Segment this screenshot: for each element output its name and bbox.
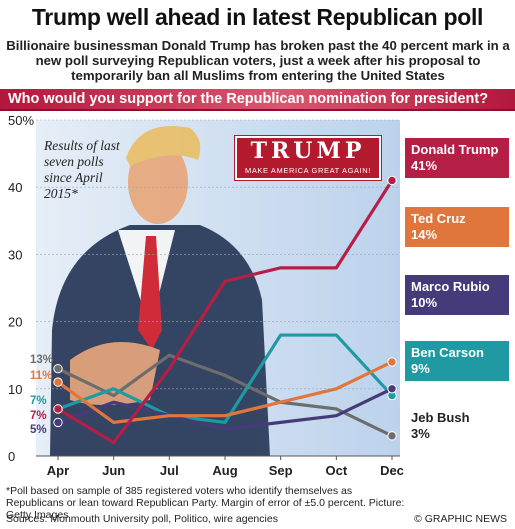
legend-name: Donald Trump [411, 142, 499, 157]
page-title: Trump well ahead in latest Republican po… [31, 4, 484, 30]
y-tick-label: 40 [8, 180, 22, 195]
series-line-jeb-bush [57, 353, 393, 438]
legend-value: 10% [411, 295, 438, 310]
legend-rubio: Marco Rubio 10% [405, 275, 509, 315]
legend-name: Ben Carson [411, 345, 484, 360]
series-line-marco-rubio [57, 387, 393, 431]
poll-question: Who would you support for the Republican… [8, 91, 489, 107]
series-line-donald-trump [57, 179, 394, 445]
data-point [53, 417, 63, 428]
x-tick-label: Sep [269, 463, 293, 478]
x-tick-label: Oct [325, 463, 347, 478]
logo-slogan: MAKE AMERICA GREAT AGAIN! [244, 166, 371, 175]
y-tick-label: 50% [8, 113, 34, 128]
legend-name: Ted Cruz [411, 211, 466, 226]
x-tick-label: Dec [380, 463, 404, 478]
x-tick-label: Apr [47, 463, 69, 478]
series-line-ben-carson [57, 333, 394, 424]
footnote: *Poll based on sample of 385 registered … [6, 485, 405, 521]
data-point [387, 384, 397, 394]
candidate-photo [50, 126, 270, 456]
x-axis-ticks: Apr Jun Jul Aug Sep Oct Dec [47, 456, 404, 478]
start-value-label: 7% [30, 395, 47, 407]
series-lines [57, 179, 394, 445]
start-value-label: 11% [30, 370, 52, 382]
data-point [53, 377, 63, 387]
data-point [53, 363, 63, 374]
legend-value: 9% [411, 361, 430, 376]
trump-logo: TRUMP MAKE AMERICA GREAT AGAIN! [235, 136, 381, 180]
data-point [387, 175, 397, 186]
legend-value: 3% [411, 426, 430, 441]
legend-value: 41% [411, 158, 438, 173]
credit: © GRAPHIC NEWS [414, 513, 507, 525]
page-subtitle: Billionaire businessman Donald Trump has… [6, 38, 510, 83]
x-tick-label: Jul [160, 463, 179, 478]
legend-cruz: Ted Cruz 14% [405, 207, 509, 247]
legend-trump: Donald Trump 41% [405, 138, 509, 178]
legend-name: Jeb Bush [411, 410, 470, 425]
chart-note: Results of last seven polls since April … [44, 138, 120, 201]
start-value-labels: 13% 11% 7% 7% 5% [30, 354, 53, 436]
data-point [53, 404, 63, 414]
y-axis-ticks: 0 10 20 30 40 50% [8, 113, 34, 464]
y-tick-label: 20 [8, 315, 22, 330]
legend-bush: Jeb Bush 3% [405, 406, 509, 446]
series-end-points [53, 175, 397, 441]
legend-name: Marco Rubio [411, 279, 490, 294]
start-value-label: 13% [30, 354, 53, 366]
y-tick-label: 30 [8, 247, 22, 262]
x-tick-label: Jun [102, 463, 125, 478]
data-point [387, 357, 397, 367]
start-value-label: 5% [30, 424, 47, 436]
legend-carson: Ben Carson 9% [405, 341, 509, 381]
sources: Sources: Monmouth University poll, Polit… [6, 513, 278, 525]
y-tick-label: 10 [8, 382, 22, 397]
legend-value: 14% [411, 227, 438, 242]
logo-text: TRUMP [250, 138, 366, 164]
x-tick-label: Aug [212, 463, 237, 478]
data-point [387, 431, 397, 441]
series-line-ted-cruz [57, 360, 393, 424]
question-banner: Who would you support for the Republican… [0, 89, 515, 111]
y-tick-label: 0 [8, 449, 15, 464]
start-value-label: 7% [30, 410, 47, 422]
